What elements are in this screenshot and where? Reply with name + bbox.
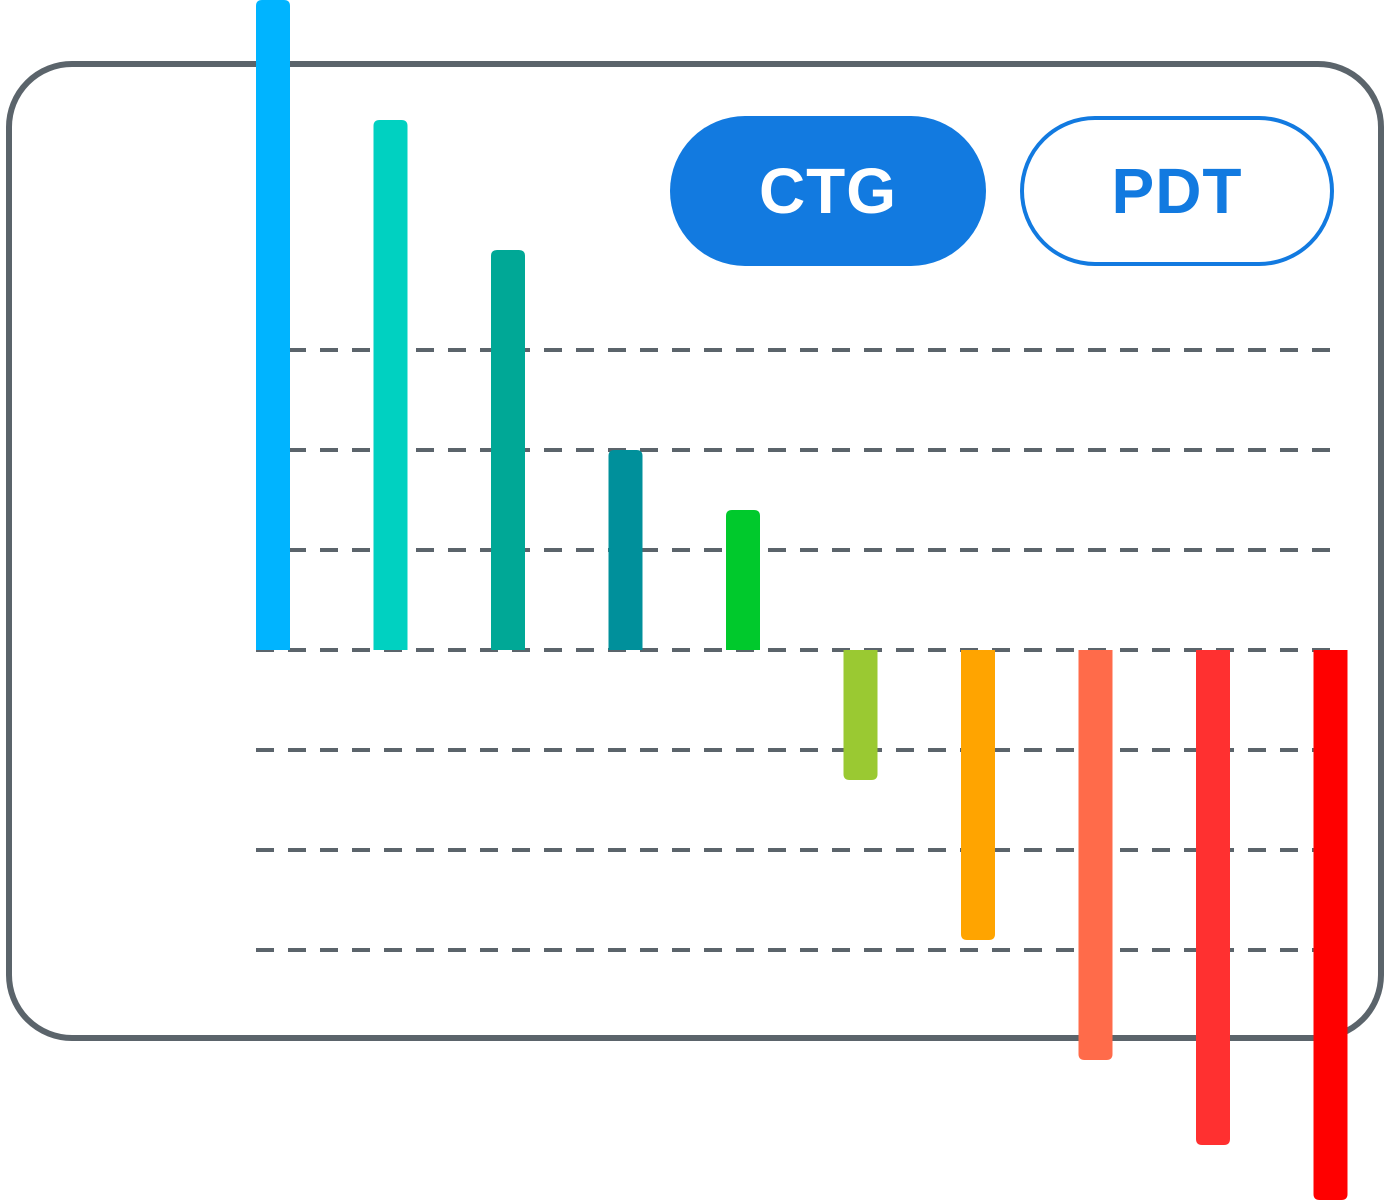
tab-ctg[interactable]: CTG [670,116,986,266]
bar-7 [961,650,995,940]
bar-5 [726,510,760,650]
bar-3 [491,250,525,650]
bar-10 [1313,650,1348,1200]
bar-1 [256,0,290,650]
bar-2 [373,120,408,650]
bar-8 [1078,650,1113,1060]
bar-9 [1196,650,1230,1145]
bars [256,0,1348,1200]
bar-6 [843,650,878,780]
tab-pdt[interactable]: PDT [1020,116,1334,266]
grid-lines [256,348,1334,952]
bar-4 [608,450,643,650]
